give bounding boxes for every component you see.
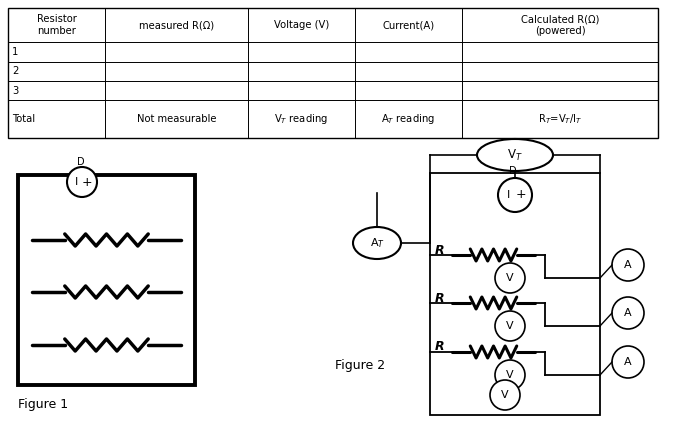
- Circle shape: [612, 297, 644, 329]
- Text: V$_T$ reading: V$_T$ reading: [275, 112, 328, 126]
- Circle shape: [490, 380, 520, 410]
- Ellipse shape: [477, 139, 553, 171]
- Text: R: R: [435, 291, 445, 304]
- Bar: [430, 173, 600, 415]
- Text: Voltage (V): Voltage (V): [274, 20, 329, 30]
- Text: I: I: [507, 190, 511, 200]
- Text: R: R: [435, 341, 445, 354]
- Bar: [18, 175, 195, 385]
- Text: R$_T$=V$_T$/I$_T$: R$_T$=V$_T$/I$_T$: [538, 112, 582, 126]
- Circle shape: [495, 360, 525, 390]
- Circle shape: [495, 263, 525, 293]
- Text: +: +: [515, 189, 526, 202]
- Text: V: V: [501, 390, 509, 400]
- Text: measured R(Ω): measured R(Ω): [139, 20, 214, 30]
- Text: A: A: [624, 308, 632, 318]
- Text: A: A: [624, 260, 632, 270]
- Text: V$_T$: V$_T$: [507, 147, 523, 163]
- Text: Current(A): Current(A): [382, 20, 435, 30]
- Text: A: A: [624, 357, 632, 367]
- Text: A$_T$: A$_T$: [369, 236, 384, 250]
- Text: V: V: [506, 321, 514, 331]
- Text: D: D: [509, 166, 517, 176]
- Text: Calculated R(Ω)
(powered): Calculated R(Ω) (powered): [521, 14, 599, 36]
- Text: D: D: [78, 157, 85, 167]
- Circle shape: [612, 249, 644, 281]
- Text: +: +: [82, 176, 92, 189]
- Text: V: V: [506, 273, 514, 283]
- Text: V: V: [506, 370, 514, 380]
- Circle shape: [498, 178, 532, 212]
- Text: I: I: [74, 177, 78, 187]
- Circle shape: [612, 346, 644, 378]
- Text: A$_T$ reading: A$_T$ reading: [381, 112, 435, 126]
- Text: Figure 1: Figure 1: [18, 398, 68, 411]
- Text: Total: Total: [12, 114, 35, 124]
- Text: Figure 2: Figure 2: [335, 359, 385, 371]
- Bar: [8, 8, 658, 138]
- Text: 3: 3: [12, 85, 18, 96]
- Circle shape: [67, 167, 97, 197]
- Text: 1: 1: [12, 47, 18, 57]
- Text: Resistor
number: Resistor number: [37, 14, 76, 36]
- Text: 2: 2: [12, 67, 18, 77]
- Text: R: R: [435, 243, 445, 256]
- Circle shape: [495, 311, 525, 341]
- Text: Not measurable: Not measurable: [137, 114, 216, 124]
- Ellipse shape: [353, 227, 401, 259]
